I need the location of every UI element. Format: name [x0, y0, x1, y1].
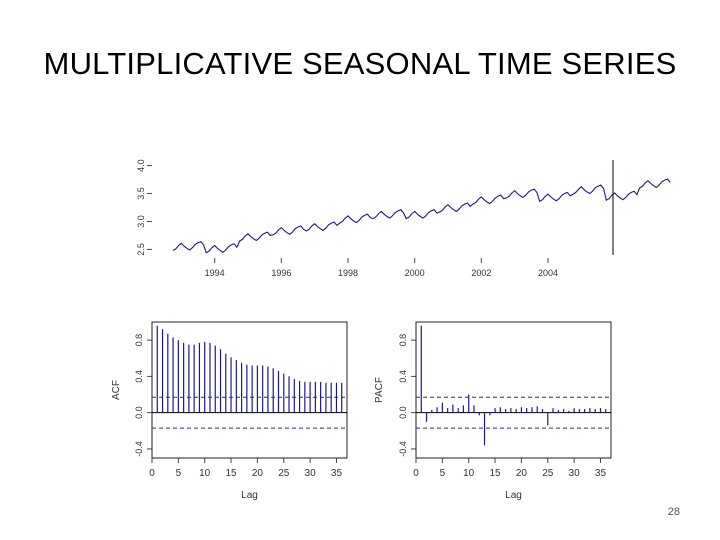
- x-tick-label: 1994: [205, 268, 225, 278]
- x-tick-label: 20: [516, 468, 528, 479]
- x-tick-label: 10: [199, 468, 211, 479]
- x-tick-label: 2000: [405, 268, 425, 278]
- y-tick-label: 2.5: [136, 243, 146, 256]
- x-tick-label: 5: [176, 468, 182, 479]
- y-tick-label: 3.0: [136, 215, 146, 228]
- slide-title: MULTIPLICATIVE SEASONAL TIME SERIES: [43, 46, 677, 81]
- x-tick-label: 30: [569, 468, 581, 479]
- x-tick-label: 10: [463, 468, 475, 479]
- plot-frame: [151, 321, 348, 459]
- y-tick-label: -0.4: [398, 441, 408, 457]
- y-tick-label: -0.4: [134, 441, 144, 457]
- x-tick-label: 15: [489, 468, 501, 479]
- x-tick-label: 30: [305, 468, 317, 479]
- x-tick-label: 0: [413, 468, 419, 479]
- x-tick-label: 25: [542, 468, 554, 479]
- x-tick-label: 0: [149, 468, 155, 479]
- x-axis-label: Lag: [505, 490, 522, 501]
- y-tick-label: 0.0: [398, 406, 408, 419]
- y-axis-label: PACF: [374, 377, 385, 403]
- y-tick-label: 3.5: [136, 187, 146, 200]
- page-number: 28: [667, 506, 680, 518]
- x-tick-label: 20: [252, 468, 264, 479]
- plot-frame: [415, 321, 612, 459]
- x-tick-label: 2004: [538, 268, 558, 278]
- y-tick-label: 0.4: [398, 370, 408, 383]
- y-tick-label: 0.8: [134, 334, 144, 347]
- pacf-plot: 0 5 10 15 20 25 30 35 -0.4 0.0 0.4 0.8 Lag PACF: [374, 321, 612, 501]
- x-tick-label: 1996: [271, 268, 291, 278]
- x-tick-label: 15: [225, 468, 237, 479]
- series-line: [172, 178, 671, 254]
- acf-plot: 0 5 10 15 20 25 30 35 -0.4 0.0 0.4 0.8 Lag ACF: [111, 321, 348, 501]
- x-tick-label: 1998: [338, 268, 358, 278]
- y-tick-label: 0.4: [134, 370, 144, 383]
- y-axis-label: ACF: [111, 380, 122, 400]
- x-tick-label: 35: [595, 468, 607, 479]
- x-tick-label: 2002: [471, 268, 491, 278]
- x-axis-label: Lag: [241, 490, 258, 501]
- x-tick-label: 35: [331, 468, 343, 479]
- x-tick-label: 5: [440, 468, 446, 479]
- time-series-plot: 1994 1996 1998 2000 2002 2004 2.5 3.0 3.5 4.0: [136, 159, 671, 278]
- y-tick-label: 4.0: [136, 159, 146, 172]
- y-tick-label: 0.0: [134, 406, 144, 419]
- x-tick-label: 25: [278, 468, 290, 479]
- y-tick-label: 0.8: [398, 334, 408, 347]
